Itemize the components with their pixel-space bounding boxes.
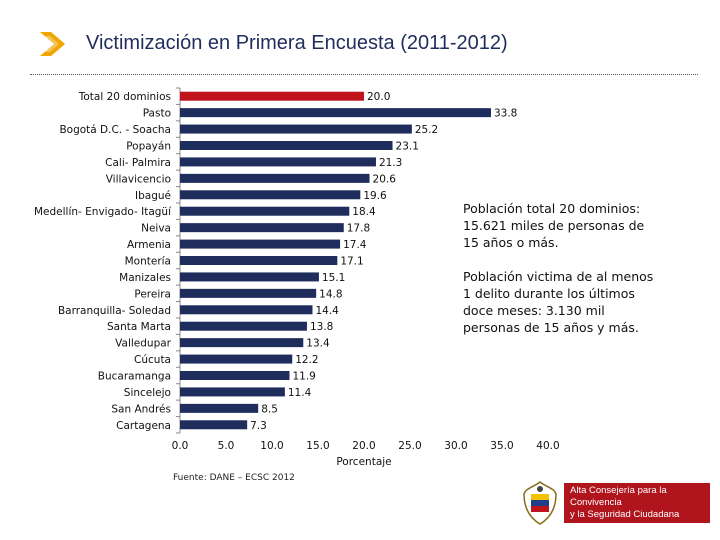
- bar: [180, 305, 313, 315]
- coat-of-arms-icon: [523, 481, 557, 525]
- category-label: Bogotá D.C. - Soacha: [59, 124, 171, 136]
- data-label: 11.9: [292, 371, 315, 383]
- category-label: Villavicencio: [106, 173, 171, 185]
- data-label: 13.4: [306, 338, 330, 350]
- data-label: 19.6: [363, 190, 387, 202]
- data-label: 7.3: [250, 420, 267, 432]
- bar: [180, 206, 350, 216]
- bar: [180, 173, 370, 183]
- category-label: Santa Marta: [107, 321, 171, 333]
- bar: [180, 338, 304, 348]
- data-label: 17.8: [347, 223, 370, 235]
- category-label: Bucaramanga: [98, 371, 171, 383]
- x-axis-title: Porcentaje: [336, 456, 391, 468]
- bar: [180, 256, 338, 265]
- data-label: 17.1: [340, 256, 363, 268]
- bar: [180, 420, 248, 430]
- category-label: Ibagué: [135, 190, 171, 202]
- chevron-right-icon: [40, 32, 65, 56]
- logo-line-1: Alta Consejería para la Convivencia: [570, 485, 667, 508]
- data-label: 20.0: [367, 91, 390, 103]
- data-label: 14.8: [319, 288, 342, 300]
- data-label: 14.4: [315, 305, 339, 317]
- x-tick-label: 5.0: [218, 440, 235, 452]
- bar: [180, 223, 344, 233]
- data-label: 20.6: [373, 173, 397, 185]
- data-label: 18.4: [352, 206, 376, 218]
- page-title: Victimización en Primera Encuesta (2011-…: [86, 32, 508, 54]
- x-tick-label: 15.0: [306, 440, 329, 452]
- bar: [180, 272, 319, 282]
- data-label: 17.4: [343, 239, 367, 251]
- category-label: Cali- Palmira: [105, 157, 171, 169]
- logo-line-3: Presidencia de la República: [570, 522, 663, 531]
- data-label: 23.1: [396, 141, 419, 153]
- bar: [180, 108, 491, 118]
- data-label: 8.5: [261, 403, 278, 415]
- category-label: Pasto: [143, 108, 171, 120]
- bar: [180, 403, 259, 413]
- x-tick-label: 25.0: [398, 440, 421, 452]
- title-divider: [30, 74, 698, 75]
- category-label: Barranquilla- Soledad: [58, 305, 171, 317]
- bar: [180, 124, 412, 134]
- institution-logo: Alta Consejería para la Convivencia y la…: [520, 480, 710, 531]
- category-label: Pereira: [134, 288, 171, 300]
- x-tick-label: 30.0: [444, 440, 467, 452]
- category-label: Neiva: [141, 223, 171, 235]
- category-label: Montería: [125, 256, 171, 268]
- category-label: Medellín- Envigado- Itagüí: [34, 206, 172, 218]
- bar: [180, 288, 317, 298]
- note-population-victim: Población victima de al menos 1 delito d…: [463, 269, 654, 335]
- category-label: Cúcuta: [134, 354, 171, 366]
- data-label: 25.2: [415, 124, 438, 136]
- data-label: 12.2: [295, 354, 318, 366]
- bar: [180, 321, 307, 331]
- data-label: 33.8: [494, 108, 517, 120]
- logo-text-box: Alta Consejería para la Convivencia y la…: [564, 483, 710, 531]
- bar: [180, 91, 364, 101]
- category-label: Valledupar: [115, 338, 172, 350]
- bar: [180, 354, 293, 364]
- x-tick-label: 10.0: [260, 440, 283, 452]
- category-label: Armenia: [127, 239, 171, 251]
- data-label: 21.3: [379, 157, 402, 169]
- data-label: 15.1: [322, 272, 345, 284]
- category-label: Sincelejo: [124, 387, 171, 399]
- x-tick-label: 35.0: [490, 440, 513, 452]
- category-label: Manizales: [119, 272, 171, 284]
- category-label: Cartagena: [116, 420, 171, 432]
- bar: [180, 190, 361, 200]
- bar: [180, 141, 393, 150]
- logo-line-2: y la Seguridad Ciudadana: [570, 509, 680, 520]
- x-tick-label: 20.0: [352, 440, 375, 452]
- category-label: San Andrés: [111, 403, 171, 415]
- source-note: Fuente: DANE – ECSC 2012: [173, 473, 295, 483]
- bar: [180, 239, 341, 249]
- bar: [180, 157, 376, 167]
- bar: [180, 387, 285, 397]
- x-tick-label: 40.0: [536, 440, 559, 452]
- bar: [180, 371, 290, 380]
- note-population-total: Población total 20 dominios: 15.621 mile…: [463, 201, 645, 250]
- category-label: Total 20 dominios: [78, 91, 171, 103]
- category-label: Popayán: [126, 141, 171, 153]
- x-tick-label: 0.0: [172, 440, 189, 452]
- data-label: 11.4: [288, 387, 312, 399]
- data-label: 13.8: [310, 321, 333, 333]
